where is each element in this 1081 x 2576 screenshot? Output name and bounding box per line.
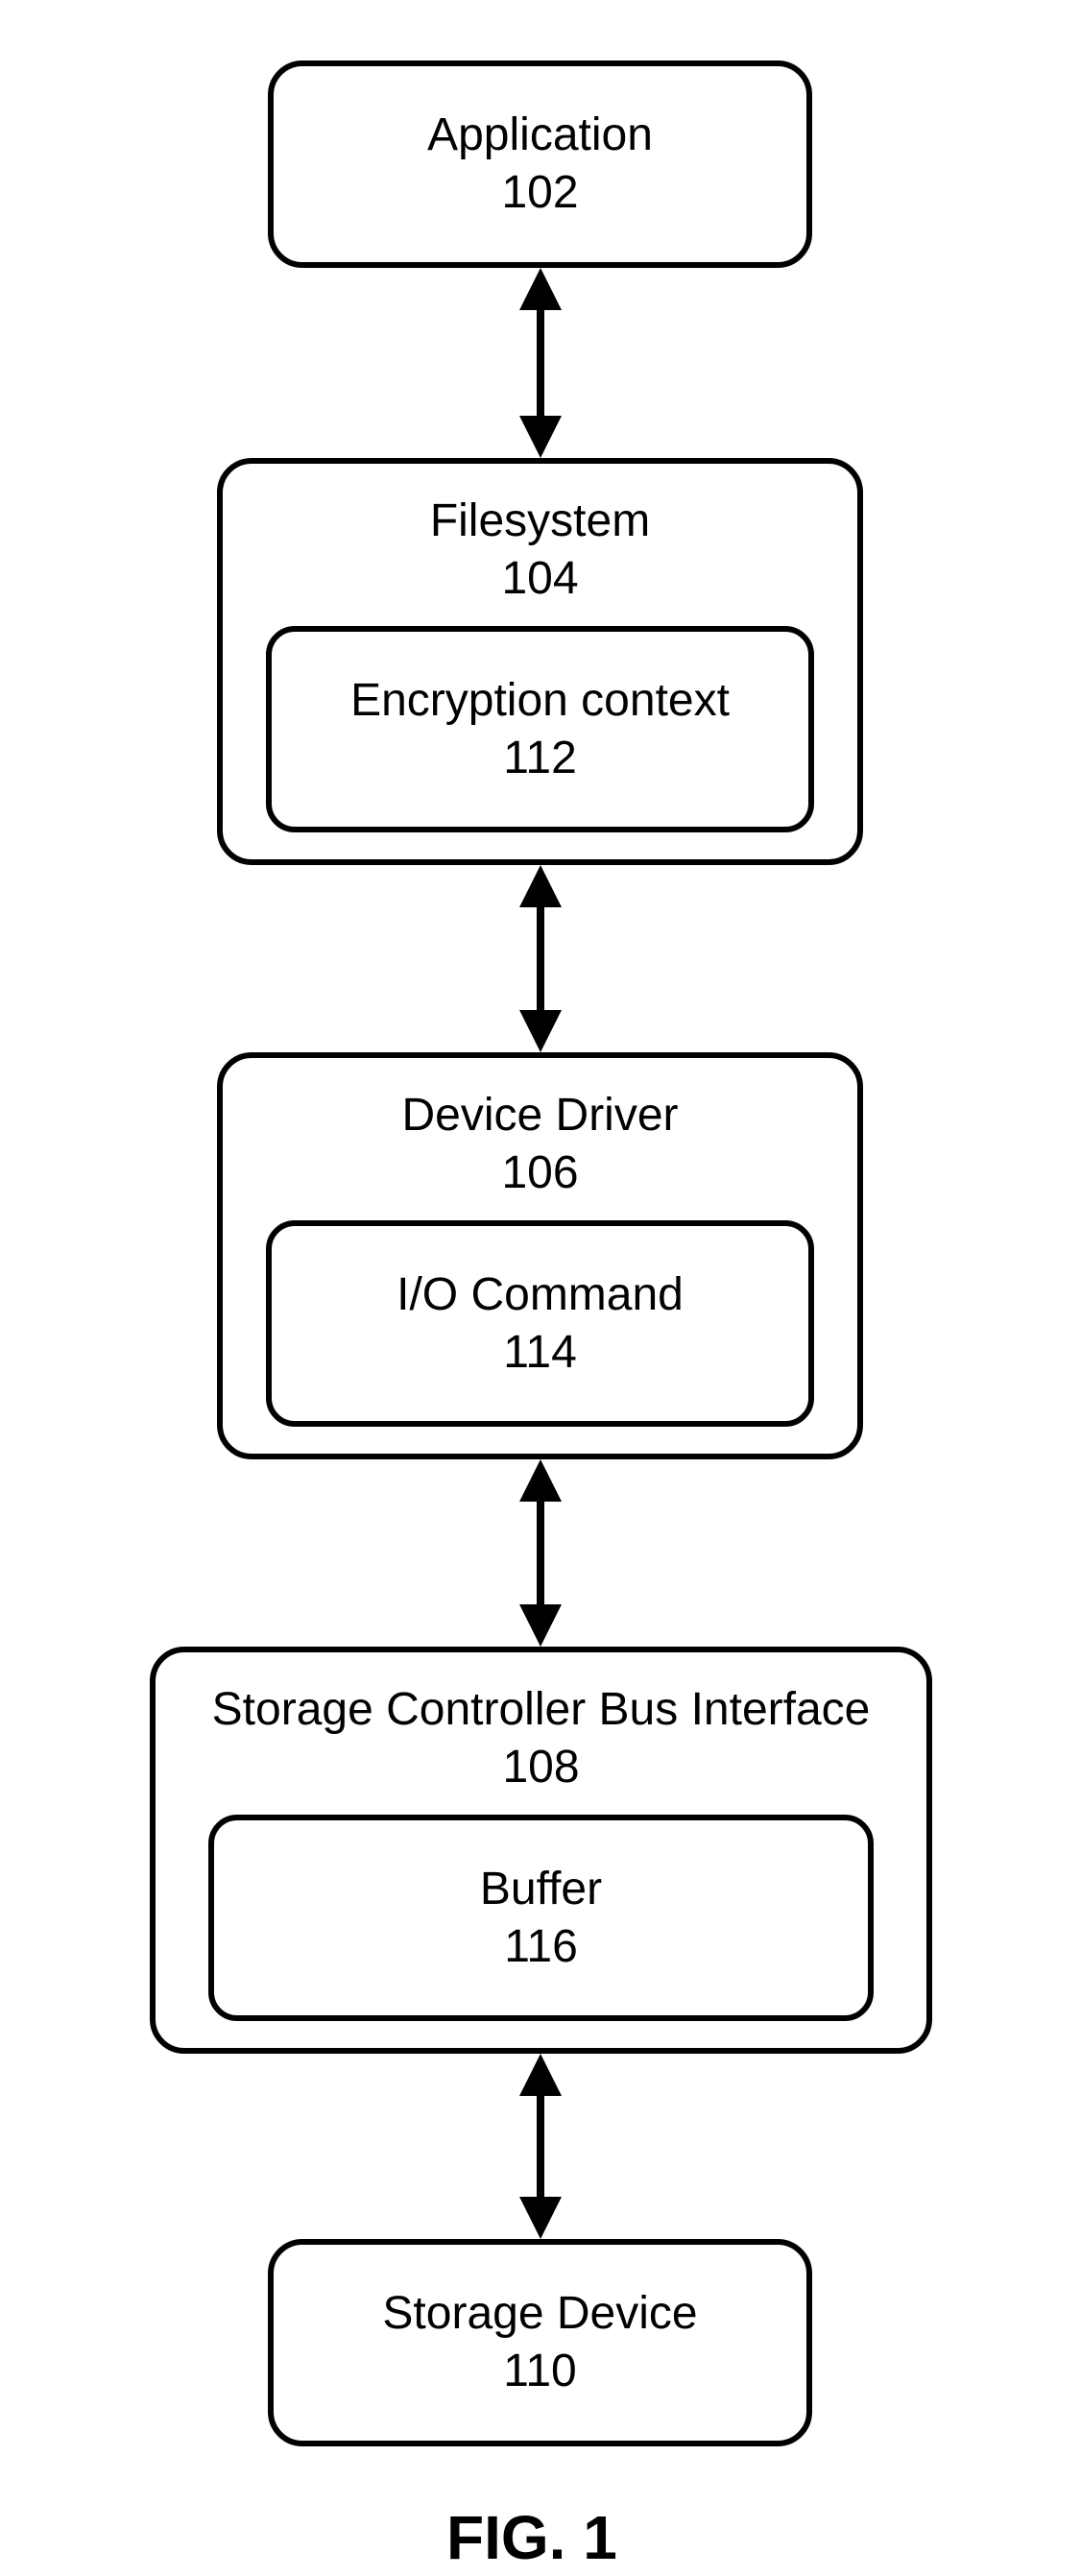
node-filesystem-label: Filesystem xyxy=(430,493,650,550)
arrow-devicedriver-storagecontroller xyxy=(519,1459,562,1647)
node-encryption-context: Encryption context 112 xyxy=(266,626,814,832)
node-storage-device-number: 110 xyxy=(382,2343,697,2400)
node-storage-device-label: Storage Device xyxy=(382,2285,697,2343)
node-buffer: Buffer 116 xyxy=(208,1815,874,2021)
arrow-storagecontroller-storagedevice xyxy=(519,2054,562,2239)
node-device-driver-label: Device Driver xyxy=(401,1087,678,1144)
figure-caption: FIG. 1 xyxy=(446,2502,617,2573)
arrow-filesystem-devicedriver xyxy=(519,865,562,1052)
node-device-driver-number: 106 xyxy=(401,1144,678,1202)
node-application-number: 102 xyxy=(427,164,653,222)
node-buffer-number: 116 xyxy=(504,1918,578,1976)
node-encryption-context-label: Encryption context xyxy=(350,672,730,730)
node-encryption-context-number: 112 xyxy=(503,730,577,787)
node-io-command-number: 114 xyxy=(503,1324,577,1382)
figure-canvas: Application 102 Filesystem 104 Encryptio… xyxy=(0,0,1081,2576)
arrow-application-filesystem xyxy=(519,268,562,458)
node-storage-controller-number: 108 xyxy=(212,1739,871,1796)
node-filesystem-number: 104 xyxy=(430,550,650,608)
node-storage-controller-label: Storage Controller Bus Interface xyxy=(212,1681,871,1739)
node-io-command-label: I/O Command xyxy=(396,1266,684,1324)
node-buffer-label: Buffer xyxy=(480,1861,602,1918)
node-application: Application 102 xyxy=(268,60,812,268)
node-storage-device: Storage Device 110 xyxy=(268,2239,812,2446)
node-application-label: Application xyxy=(427,107,653,164)
node-io-command: I/O Command 114 xyxy=(266,1220,814,1427)
